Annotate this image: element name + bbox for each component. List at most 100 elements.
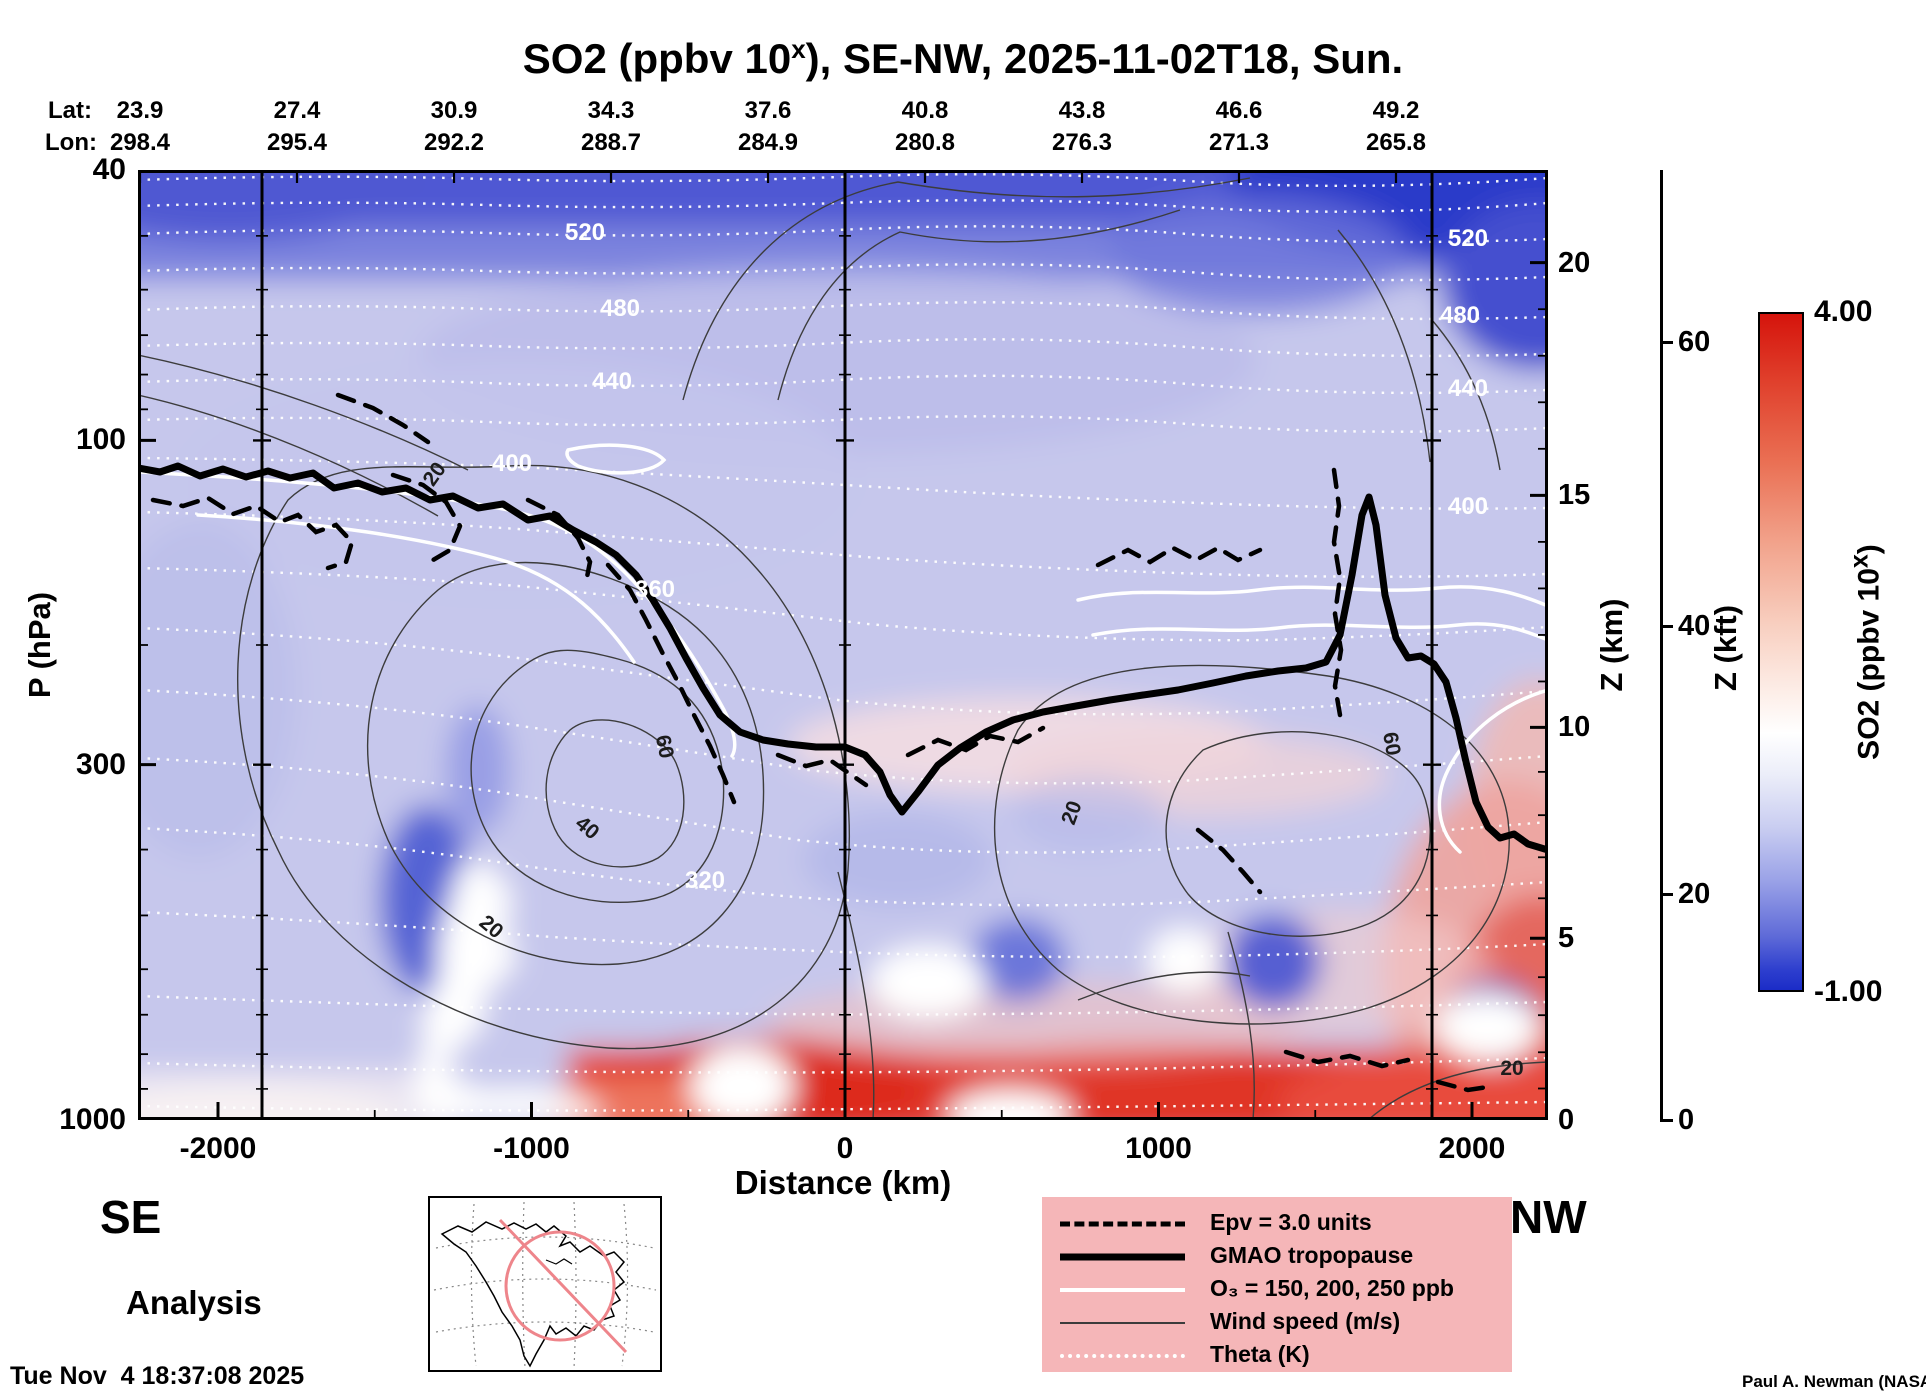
o3-lines [1076, 585, 1548, 608]
legend: Epv = 3.0 units GMAO tropopause O₃ = 150… [1042, 1197, 1512, 1372]
theta-lines [138, 301, 1548, 321]
colorbar-title-suffix: ) [1852, 544, 1886, 555]
graticule [433, 1201, 657, 1369]
credit: Paul A. Newman (NASA [1742, 1372, 1926, 1391]
plot-area: 520 520 480 480 440 440 400 400 360 320 20 60 40 20 20… [138, 168, 1548, 1122]
graticule [621, 1203, 629, 1367]
lat-row-key: Lat: [48, 97, 92, 124]
legend-label-tropopause: GMAO tropopause [1210, 1242, 1414, 1268]
epv-lines [525, 497, 593, 585]
lon-value: 280.8 [894, 129, 956, 156]
colorbar-title-text: SO2 (ppbv 10 [1852, 568, 1886, 760]
lon-value: 284.9 [737, 129, 799, 156]
wind-contour-label: 20 [1500, 1057, 1523, 1080]
so2-field [138, 1084, 408, 1120]
z-kft-tick [1660, 892, 1673, 896]
theta-contour-label: 520 [1448, 225, 1488, 252]
z-kft-tick-label: 60 [1678, 326, 1711, 359]
theta-lines [138, 688, 1548, 785]
wind-contours [1227, 931, 1255, 1120]
theta-line-sample [1060, 1354, 1185, 1358]
inset-map-svg [428, 1196, 662, 1372]
lon-value: 292.2 [423, 129, 485, 156]
wind-contours [1367, 1061, 1548, 1120]
colorbar [1758, 312, 1804, 992]
so2-field [138, 520, 298, 860]
epv-lines [605, 562, 737, 805]
wind-contours [138, 394, 439, 517]
wind-contours [237, 464, 851, 1050]
o3-lines [565, 443, 667, 475]
epv-lines [390, 472, 463, 563]
z-km-tick-label: 20 [1558, 246, 1591, 279]
colorbar-min-label: -1.00 [1814, 975, 1883, 1008]
figure-title-text: SO2 (ppbv 10 [522, 35, 792, 82]
z-km-axis-title: Z (km) [1594, 598, 1629, 692]
epv-lines [335, 392, 431, 445]
coastline [440, 1221, 626, 1368]
pressure-axis-title: P (hPa) [22, 591, 57, 699]
epv-lines [1283, 1049, 1411, 1069]
z-kft-tick-label: 40 [1678, 610, 1711, 643]
timestamp: Tue Nov 4 18:37:08 2025 [10, 1362, 305, 1390]
so2-field [1225, 914, 1321, 1010]
so2-field [446, 705, 510, 835]
theta-contour-label: 360 [635, 576, 675, 603]
figure-title: SO2 (ppbv 10x), SE-NW, 2025-11-02T18, Su… [0, 34, 1926, 83]
so2-field [970, 918, 1066, 1002]
theta-contour-label: 320 [685, 867, 725, 894]
analysis-label: Analysis [126, 1284, 262, 1321]
so2-field [803, 812, 993, 908]
so2-field [948, 1090, 1072, 1120]
o3-lines [1437, 688, 1548, 854]
theta-contour-label: 440 [1448, 375, 1488, 402]
lon-value: 288.7 [580, 129, 642, 156]
corner-label-se: SE [100, 1191, 162, 1243]
theta-lines [138, 225, 1548, 244]
z-km-tick-label: 5 [1558, 922, 1575, 955]
o3-lines [138, 443, 1548, 854]
theta-contour-label: 440 [592, 368, 632, 395]
wind-line-sample [1060, 1322, 1185, 1324]
lat-value: 43.8 [1058, 97, 1106, 124]
epv-lines [1095, 545, 1263, 568]
epv-lines [775, 752, 869, 788]
theta-lines [138, 374, 1548, 395]
lon-value: 298.4 [109, 129, 171, 156]
theta-contour-label: 520 [565, 219, 605, 246]
pressure-tick-label: 300 [75, 747, 126, 781]
x-tick-label: -2000 [179, 1132, 257, 1165]
wind-contours [470, 649, 725, 904]
theta-contour-label: 480 [1440, 302, 1480, 329]
so2-field [178, 360, 858, 600]
colorbar-title-sup: x [1845, 554, 1874, 569]
theta-lines [138, 756, 1548, 854]
wind-contours [1337, 229, 1431, 463]
theta-lines [138, 173, 1548, 188]
lat-value: 30.9 [430, 97, 478, 124]
so2-field [1108, 195, 1408, 315]
wind-contours [138, 354, 469, 471]
z-kft-tick [1660, 340, 1673, 344]
legend-item-theta: Theta (K) [1060, 1341, 1500, 1369]
epv-lines [1435, 1079, 1497, 1093]
so2-field [690, 1046, 794, 1120]
z-kft-tick [1660, 1118, 1673, 1122]
theta-lines [138, 456, 1548, 510]
lon-value: 271.3 [1208, 129, 1270, 156]
graticule [470, 1203, 477, 1367]
z-kft-tick-label: 20 [1678, 878, 1711, 911]
epv-line-sample [1060, 1221, 1185, 1227]
theta-lines [138, 263, 1548, 282]
x-tick-label: -1000 [493, 1132, 570, 1165]
legend-item-o3: O₃ = 150, 200, 250 ppb [1060, 1275, 1500, 1303]
wind-contours [777, 209, 1181, 401]
theta-contour-label: 480 [600, 295, 640, 322]
epv-lines [1331, 467, 1344, 718]
theta-lines [138, 338, 1548, 358]
epv-lines [905, 725, 1046, 758]
legend-item-wind: Wind speed (m/s) [1060, 1308, 1500, 1336]
inset-map [428, 1196, 662, 1377]
so2-field [138, 170, 418, 240]
